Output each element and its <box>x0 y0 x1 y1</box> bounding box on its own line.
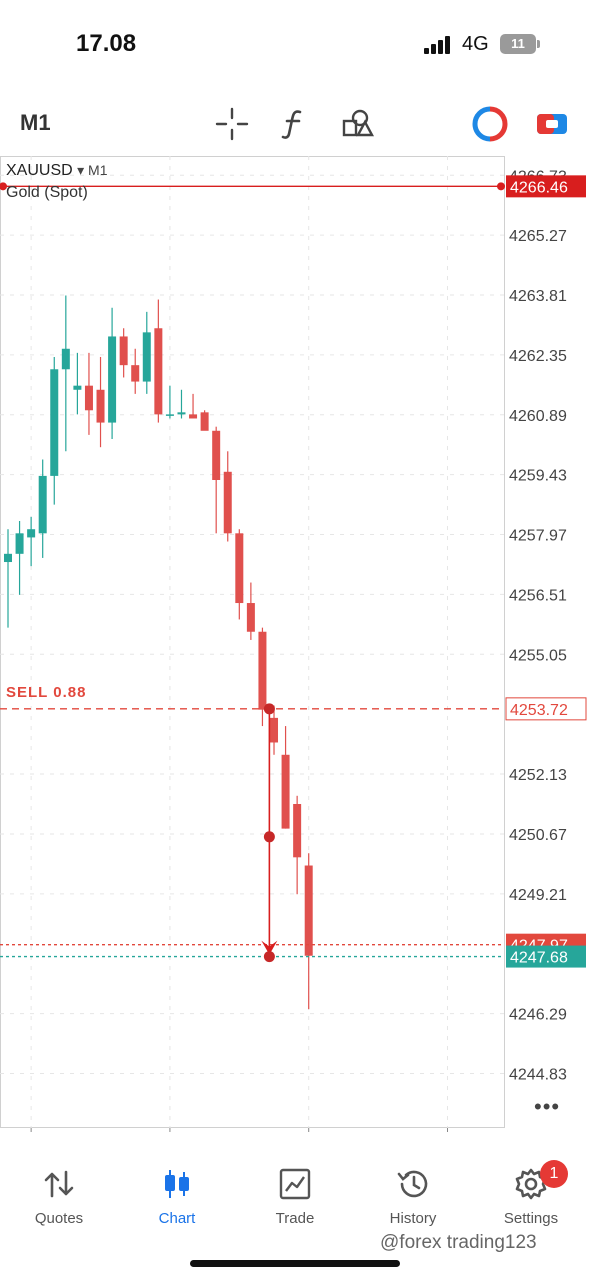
candle-body <box>293 804 302 858</box>
candle-body <box>223 471 232 534</box>
price-line-handle <box>497 182 505 191</box>
price-line-label: 4266.46 <box>510 179 568 196</box>
candle-body <box>154 328 163 415</box>
candle-body <box>131 365 140 382</box>
price-line-label-box <box>505 697 587 721</box>
y-tick-label: 4250.67 <box>509 827 567 844</box>
y-tick-label: 4257.97 <box>509 528 567 545</box>
trade-arrow-head <box>261 940 278 955</box>
candle-body <box>84 385 93 411</box>
y-tick-label: 4246.29 <box>509 1007 567 1024</box>
chart-icon <box>159 1166 195 1202</box>
function-icon[interactable] <box>276 106 312 142</box>
symbol-description: Gold (Spot) <box>6 184 88 201</box>
crosshair-icon[interactable] <box>214 106 250 142</box>
price-line-label: 4247.68 <box>510 950 568 967</box>
tab-label: History <box>389 1210 437 1227</box>
tab-trade[interactable]: Trade <box>236 1158 354 1240</box>
price-line-label-box <box>506 175 586 198</box>
status-bar: 17.08 4G 11 <box>0 0 590 88</box>
symbol-title: XAUUSD ▾ M1 <box>6 162 108 180</box>
watermark-text: @forex trading123 <box>380 1232 537 1253</box>
tab-chart[interactable]: Chart <box>118 1158 236 1240</box>
candle-body <box>15 533 24 554</box>
y-tick-label: 4263.81 <box>509 288 567 305</box>
signal-icon <box>424 36 454 54</box>
objects-icon[interactable] <box>340 106 376 142</box>
trade-point <box>263 951 275 963</box>
tab-settings[interactable]: Settings <box>472 1158 590 1240</box>
candle-body <box>61 348 70 370</box>
candle-body <box>4 553 12 563</box>
candle-body <box>246 603 255 632</box>
candle-body <box>270 717 279 743</box>
candle-body <box>50 369 59 476</box>
candle-body <box>235 533 244 604</box>
candlestick-chart[interactable]: 4266.734265.274263.814262.354260.894259.… <box>0 156 590 1132</box>
home-indicator <box>190 1260 400 1267</box>
y-tick-label: 4255.05 <box>509 647 567 664</box>
settings-notification-badge: 1 <box>540 1160 568 1188</box>
candle-body <box>200 412 209 431</box>
y-tick-label: 4249.21 <box>509 887 567 904</box>
price-chart[interactable]: 4266.734265.274263.814262.354260.894259.… <box>0 156 590 1132</box>
tab-label: Settings <box>503 1210 559 1227</box>
status-time: 17.08 <box>76 30 137 57</box>
candle-body <box>142 332 151 382</box>
y-tick-label: 4262.35 <box>509 348 567 365</box>
candle-body <box>96 389 105 423</box>
candle-body <box>177 412 186 415</box>
y-tick-label: 4252.13 <box>509 767 567 784</box>
symbol-name: XAUUSD <box>6 162 73 179</box>
timeframe-button[interactable]: M1 <box>20 110 51 135</box>
candle-body <box>189 414 198 419</box>
tab-history[interactable]: History <box>354 1158 472 1240</box>
price-line-label: 4253.72 <box>510 702 568 719</box>
trade-point <box>263 703 275 715</box>
candle-body <box>108 336 117 423</box>
tab-label: Trade <box>275 1210 315 1227</box>
candle-body <box>38 475 47 534</box>
history-icon <box>395 1166 431 1202</box>
tab-label: Chart <box>158 1210 196 1227</box>
y-tick-label: 4259.43 <box>509 468 567 485</box>
candle-body <box>73 385 82 390</box>
network-label: 4G <box>462 33 489 55</box>
symbol-timeframe: ▾ M1 <box>77 162 108 178</box>
plot-frame <box>0 156 505 1128</box>
y-tick-label: 4244.83 <box>509 1066 567 1083</box>
candle-body <box>281 754 290 829</box>
y-tick-label: 4265.27 <box>509 228 567 245</box>
bottom-tab-bar: Quotes Chart Trade History Settings <box>0 1158 590 1240</box>
chart-toolbar: M1 <box>0 96 590 152</box>
candle-body <box>212 430 221 480</box>
sell-position-label[interactable]: SELL 0.88 <box>6 684 87 701</box>
one-click-trading-icon[interactable] <box>534 106 570 142</box>
trade-signal-icon[interactable] <box>472 106 508 142</box>
trade-point <box>263 831 275 843</box>
price-line-label-box <box>506 945 586 968</box>
tab-label: Quotes <box>34 1210 84 1227</box>
candle-body <box>258 631 267 710</box>
candle-body <box>165 414 174 416</box>
tab-quotes[interactable]: Quotes <box>0 1158 118 1240</box>
quotes-icon <box>41 1166 77 1202</box>
y-tick-label: 4260.89 <box>509 408 567 425</box>
price-line-handle <box>0 182 7 191</box>
y-tick-label: 4256.51 <box>509 587 567 604</box>
candle-body <box>119 336 128 366</box>
candle-body <box>27 529 36 538</box>
more-icon[interactable]: ••• <box>534 1094 561 1119</box>
candle-body <box>304 865 313 956</box>
trade-icon <box>277 1166 313 1202</box>
battery-icon: 11 <box>500 34 540 54</box>
